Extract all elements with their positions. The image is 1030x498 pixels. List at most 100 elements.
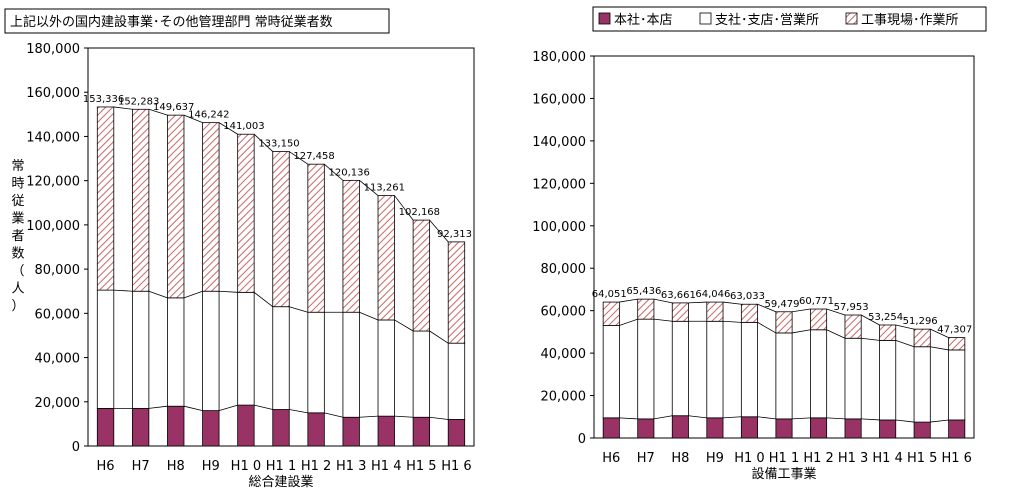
series-connector-line [394,319,414,332]
bar-segment-honsha [948,419,966,439]
figure-title-box: 上記以外の国内建設事業･その他管理部門 常時従業者数 [4,8,390,34]
legend-label-genba: 工事現場･作業所 [861,12,959,28]
bar-segment-honsha [412,416,431,447]
y-tick-label: 0 [578,432,586,447]
series-connector-line [359,415,379,418]
bar-segment-shisha [775,332,793,420]
series-connector-line [183,114,203,124]
bar-segment-honsha [131,408,150,447]
x-tick-label: H1 4 [872,451,902,466]
chart-panel-general-construction: 0 20,000 40,000 60,000 80,000 100,000 120,000 1… [26,42,475,490]
x-tick-label: H9 [706,451,724,466]
bar-segment-honsha [202,410,220,447]
bar-segment-genba [96,106,115,291]
series-connector-line [861,337,880,341]
bar-segment-honsha [447,419,466,447]
bar-segment-genba [307,163,325,313]
series-connector-line [653,318,673,322]
series-connector-line [289,306,308,313]
bar-segment-shisha [377,319,395,417]
bar-segment-genba [237,133,255,293]
bar-segment-genba [412,219,431,332]
series-connector-line [254,404,273,410]
bar-segment-honsha [342,416,360,447]
y-tick-label: 140,000 [532,135,586,150]
series-connector-line [688,301,707,304]
y-tick-label: 160,000 [532,92,586,107]
x-tick-label: H7 [132,459,150,474]
bar-segment-shisha [342,311,360,418]
bar-segment-genba [671,302,689,322]
x-tick-label: H1 2 [301,459,331,474]
x-tick-label: H8 [671,451,689,466]
x-tick-label: H1 3 [336,459,366,474]
bar-segment-shisha [131,290,150,409]
series-connector-line [826,329,846,339]
series-connector-line [183,290,203,299]
bar-segment-shisha [671,320,689,417]
y-tick-label: 160,000 [26,86,80,101]
x-tick-label: H1 6 [942,451,972,466]
x-tick-label: H1 6 [441,459,471,474]
bar-segment-genba [844,314,862,339]
total-data-label: 59,479 [765,299,800,310]
bar-segment-genba [706,301,724,322]
bar-segment-shisha [879,339,897,421]
x-tick-label: H1 3 [838,451,868,466]
bar-segment-genba [377,195,395,321]
bar-segment-genba [810,308,828,331]
series-connector-line [113,289,133,292]
series-connector-line [792,308,811,313]
total-data-label: 65,436 [626,286,661,297]
total-data-label: 63,661 [661,290,696,301]
bar-segment-shisha [202,290,220,412]
bar-segment-shisha [913,346,931,423]
bar-segment-honsha [637,418,655,439]
series-connector-line [930,346,949,351]
bar-segment-genba [948,337,966,351]
legend: 本社･本店 支社･支店･営業所 工事現場･作業所 [592,6,987,32]
series-connector-line [792,329,811,334]
total-data-label: 64,046 [695,289,730,300]
y-axis-label: 常時従業者数（人） [11,159,24,314]
series-connector-line [324,163,344,181]
bar-segment-genba [775,311,793,334]
total-data-label: 113,261 [364,183,405,194]
x-tick-label: H9 [202,459,220,474]
x-axis-label: 設備工事業 [751,466,816,482]
series-connector-line [826,417,845,420]
figure-title: 上記以外の国内建設事業･その他管理部門 常時従業者数 [10,14,333,30]
series-connector-line [148,108,168,116]
x-tick-label: H1 1 [266,459,296,474]
bar-segment-genba [202,122,220,292]
bar-segment-genba [637,298,655,320]
bar-segment-genba [602,301,620,326]
bar-segment-shisha [237,291,255,406]
bar-segment-shisha [740,321,758,418]
series-connector-line [930,328,949,338]
bar-segment-honsha [913,421,931,439]
series-connector-line [394,415,414,418]
bar-segment-honsha [706,417,724,439]
bar-segment-shisha [637,318,655,420]
x-tick-label: H1 0 [231,459,261,474]
total-data-label: 146,242 [188,110,229,121]
series-connector-line [289,409,308,414]
y-tick-label: 0 [72,440,80,455]
series-connector-line [359,180,379,196]
bar-segment-honsha [307,412,325,447]
series-connector-line [324,412,344,418]
bar-segment-shisha [96,289,115,409]
series-connector-line [429,219,449,243]
y-tick-label: 80,000 [35,263,81,278]
x-tick-label: H1 0 [734,451,764,466]
bar-segment-shisha [272,306,290,410]
series-connector-line [792,417,811,420]
bar-segment-genba [879,324,897,341]
series-connector-line [895,324,915,330]
bar-segment-honsha [671,415,689,439]
total-data-label: 60,771 [799,296,834,307]
bar-segment-honsha [810,417,828,439]
y-tick-label: 40,000 [541,347,587,362]
series-connector-line [148,405,168,409]
